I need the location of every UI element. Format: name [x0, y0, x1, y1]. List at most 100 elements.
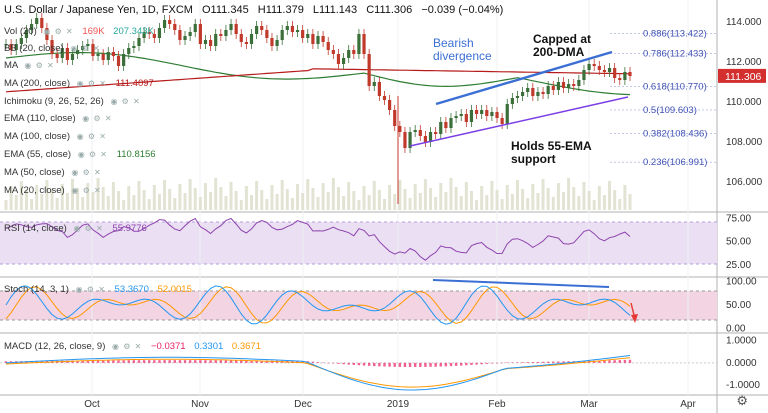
candle-body	[316, 36, 320, 44]
candle-body	[561, 82, 566, 88]
legend-macd-signal: 0.3671	[231, 341, 261, 352]
candle-body	[567, 84, 571, 88]
legend-controls[interactable]: ◉ ⚙ ✕	[71, 186, 102, 195]
macd-hist-bar	[608, 360, 611, 363]
volume-bar	[239, 200, 243, 210]
macd-hist-bar	[367, 362, 371, 366]
macd-hist-bar	[521, 362, 524, 363]
legend-controls[interactable]: ◉ ⚙ ✕	[70, 44, 101, 53]
candle-body	[480, 110, 484, 114]
legend-macd[interactable]: MACD (12, 26, close, 9) ◉ ⚙ ✕ −0.0371 0.…	[4, 341, 261, 353]
volume-bar	[367, 195, 371, 210]
candle-body	[357, 34, 361, 54]
legend-controls[interactable]: ◉ ⚙ ✕	[112, 342, 143, 351]
volume-bar	[188, 179, 192, 210]
candle-body	[428, 132, 433, 142]
macd-hist-bar	[485, 362, 488, 364]
legend-ema55-label: EMA (55, close)	[4, 149, 72, 160]
volume-bar	[475, 200, 479, 210]
candlesticks	[4, 13, 632, 204]
volume-bar	[147, 199, 151, 210]
macd-hist-bar	[546, 361, 550, 363]
candle-body	[367, 54, 371, 86]
candle-body	[541, 92, 545, 94]
legend-ichimoku-label: Ichimoku (9, 26, 52, 26)	[4, 96, 104, 107]
candle-body	[168, 20, 172, 24]
legend-rsi[interactable]: RSI (14, close) ◉ ⚙ ✕ 55.9776	[4, 223, 147, 235]
candle-body	[398, 126, 402, 132]
legend-ema55[interactable]: EMA (55, close) ◉ ⚙ ✕ 110.8156	[4, 149, 156, 161]
macd-hist-bar	[168, 360, 171, 363]
legend-controls[interactable]: ◉ ⚙ ✕	[110, 97, 141, 106]
volume-bar	[398, 180, 402, 210]
price-tick-label: 110.000	[726, 97, 762, 108]
candle-body	[214, 34, 218, 46]
macd-hist-bar	[255, 360, 258, 363]
legend-controls[interactable]: ◉ ⚙ ✕	[82, 114, 113, 123]
legend-ma20[interactable]: MA (20, close) ◉ ⚙ ✕	[4, 185, 102, 197]
macd-hist-bar	[439, 362, 442, 367]
candle-body	[536, 92, 540, 96]
legend-ema110[interactable]: EMA (110, close) ◉ ⚙ ✕	[4, 113, 113, 125]
volume-bar	[505, 185, 509, 210]
legend-ma200[interactable]: MA (200, close) ◉ ⚙ ✕ 111.4097	[4, 78, 154, 90]
volume-bar	[592, 200, 596, 210]
candle-body	[132, 46, 136, 48]
volume-bar	[541, 179, 545, 210]
legend-ma50[interactable]: MA (50, close) ◉ ⚙ ✕	[4, 167, 102, 179]
symbol-title[interactable]: U.S. Dollar / Japanese Yen, 1D, FXCM	[4, 4, 193, 16]
volume-bar	[510, 194, 514, 210]
macd-hist-bar	[153, 360, 156, 363]
candle-body	[111, 52, 116, 56]
legend-controls[interactable]: ◉ ⚙ ✕	[43, 27, 74, 36]
candle-body	[249, 34, 254, 44]
macd-hist-bar	[91, 360, 95, 363]
legend-ichimoku[interactable]: Ichimoku (9, 26, 52, 26) ◉ ⚙ ✕	[4, 96, 141, 108]
macd-line	[5, 355, 631, 391]
time-tick-label: Dec	[294, 399, 312, 410]
rsi-line: 25.00 50.00 75.00	[5, 214, 751, 271]
macd-hist-bar	[408, 362, 412, 368]
legend-controls[interactable]: ◉ ⚙ ✕	[71, 168, 102, 177]
legend-volume[interactable]: Vol (20) ◉ ⚙ ✕ 169K 207.343K	[4, 26, 154, 38]
candle-body	[556, 82, 560, 90]
volume-bar	[495, 190, 499, 210]
macd-hist-bar	[444, 362, 448, 367]
legend-controls[interactable]: ◉ ⚙ ✕	[76, 79, 107, 88]
candle-body	[70, 54, 75, 60]
macd-hist-bar	[204, 360, 207, 363]
price-tick-label: 106.000	[726, 177, 763, 188]
legend-ma[interactable]: MA ◉ ⚙ ✕	[4, 60, 55, 72]
settings-gear-icon[interactable]: ⚙	[736, 393, 748, 408]
legend-controls[interactable]: ◉ ⚙ ✕	[73, 224, 104, 233]
volume-bar	[86, 183, 90, 210]
volume-bar	[382, 199, 386, 210]
candle-body	[81, 46, 85, 50]
candle-body	[137, 38, 141, 46]
macd-hist-bar	[142, 360, 146, 363]
volume-bar	[96, 178, 100, 210]
legend-controls[interactable]: ◉ ⚙ ✕	[76, 132, 107, 141]
legend-controls[interactable]: ◉ ⚙ ✕	[24, 61, 55, 70]
volume-bar	[234, 191, 238, 210]
candle-body	[229, 24, 233, 30]
legend-stoch[interactable]: Stoch (14, 3, 1) ◉ ⚙ ✕ 53.3670 52.0015	[4, 284, 192, 296]
volume-bar	[597, 186, 601, 210]
candle-body	[76, 50, 80, 54]
volume-bar	[347, 182, 351, 210]
stoch-tick-label: 50.00	[726, 300, 751, 311]
legend-controls[interactable]: ◉ ⚙ ✕	[77, 150, 109, 159]
candle-body	[224, 30, 228, 36]
legend-bb[interactable]: BB (20, close) ◉ ⚙ ✕	[4, 43, 101, 55]
candle-body	[295, 30, 300, 32]
macd-hist-bar	[613, 360, 616, 363]
current-price-label: 111.306	[725, 71, 762, 83]
legend-ma100[interactable]: MA (100, close) ◉ ⚙ ✕	[4, 131, 107, 143]
candle-body	[577, 80, 581, 86]
candle-body	[65, 48, 69, 60]
legend-controls[interactable]: ◉ ⚙ ✕	[75, 285, 106, 294]
volume-bar	[45, 180, 49, 210]
volume-bar	[572, 187, 576, 210]
candle-body	[403, 132, 407, 148]
candle-body	[35, 18, 39, 24]
